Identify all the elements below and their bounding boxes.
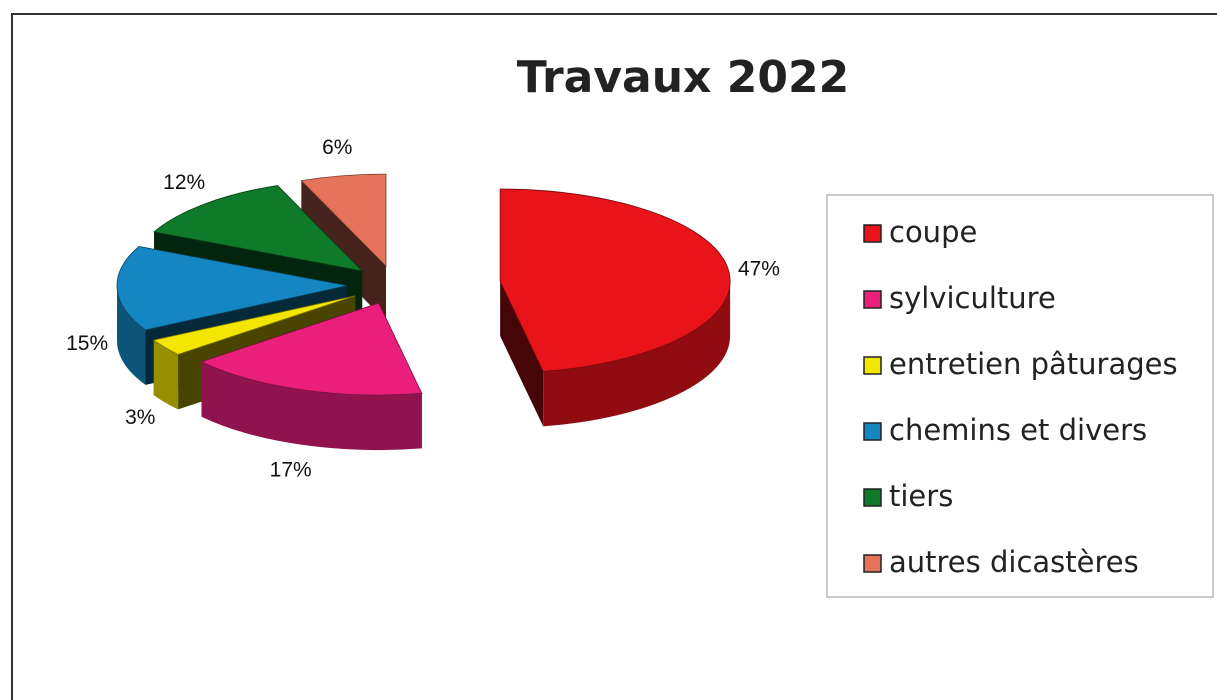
slice-wall — [543, 281, 731, 427]
slice-top — [153, 185, 364, 272]
slice-side — [500, 281, 544, 427]
data-label: 6% — [322, 136, 352, 159]
legend-label: sylviculture — [889, 281, 1056, 315]
chart-title: Travaux 2022 — [517, 52, 849, 103]
slice-wall — [201, 361, 422, 451]
slice-wall — [117, 285, 146, 385]
legend-label: entretien pâturages — [889, 347, 1178, 381]
legend-label: tiers — [889, 479, 953, 513]
data-label: 17% — [270, 459, 312, 482]
slice-top — [200, 302, 423, 396]
slice-top — [499, 188, 731, 372]
legend-swatch — [863, 422, 882, 441]
legend-label: autres dicastères — [889, 545, 1139, 579]
frame — [11, 13, 1217, 700]
data-label: 47% — [738, 257, 780, 280]
legend-label: chemins et divers — [889, 413, 1147, 447]
pie-slice — [499, 188, 731, 427]
pie-slice — [200, 302, 423, 451]
data-label: 3% — [125, 406, 155, 429]
pie-slice — [300, 173, 387, 322]
legend-swatch — [863, 290, 882, 309]
data-label: 15% — [66, 332, 108, 355]
legend-swatch — [863, 554, 882, 573]
legend-swatch — [863, 224, 882, 243]
data-label: 12% — [163, 171, 205, 194]
legend-swatch — [863, 488, 882, 507]
legend-label: coupe — [889, 215, 977, 249]
slice-side — [301, 180, 387, 322]
legend — [826, 194, 1214, 598]
slice-top — [152, 295, 356, 355]
slice-top — [116, 246, 348, 331]
legend-swatch — [863, 356, 882, 375]
slice-wall — [153, 340, 179, 410]
slice-top — [300, 173, 387, 268]
